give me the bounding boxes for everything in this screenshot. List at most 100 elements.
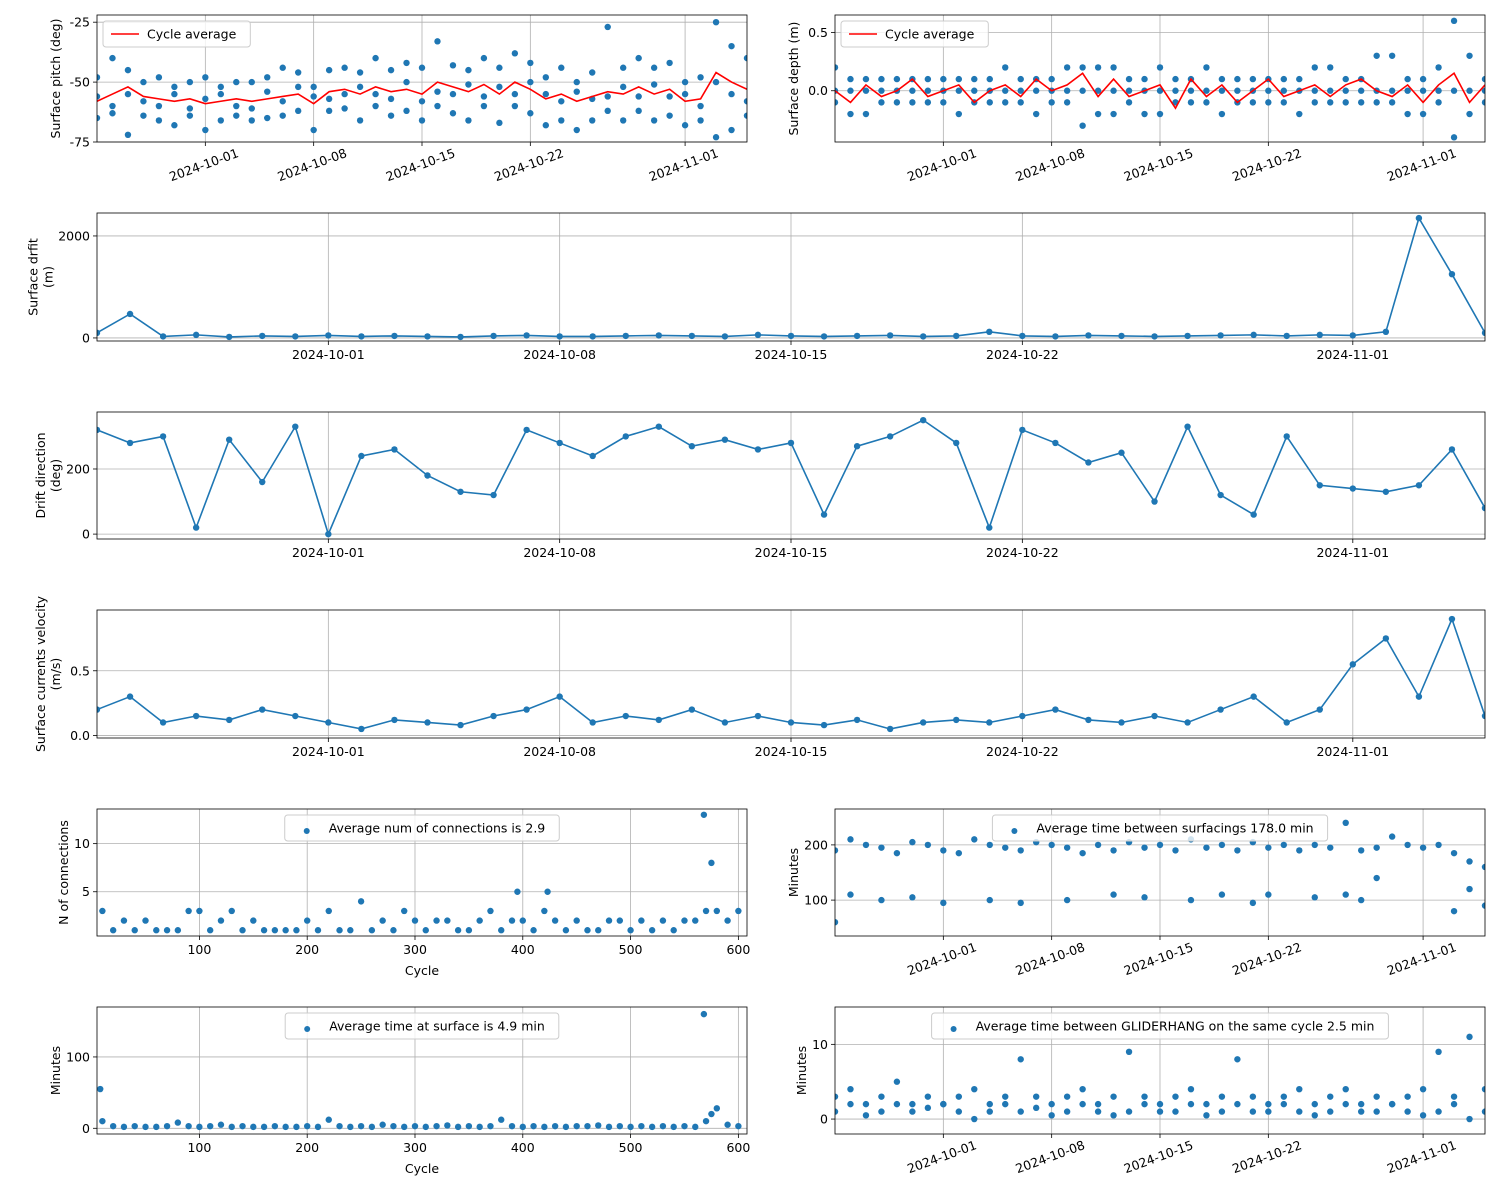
point <box>186 105 194 112</box>
x-tick-label: 300 <box>403 942 427 957</box>
point <box>893 75 901 83</box>
point <box>986 1108 993 1115</box>
point <box>1373 99 1380 106</box>
point <box>971 75 978 83</box>
point <box>1063 844 1071 851</box>
point <box>847 1085 854 1093</box>
point <box>325 95 333 103</box>
x-tick-label: 2024-10-15 <box>755 744 828 759</box>
point <box>702 1117 710 1125</box>
point <box>1466 1115 1473 1123</box>
x-tick-label: 100 <box>187 942 211 957</box>
point <box>120 1123 128 1131</box>
point <box>155 117 163 124</box>
point <box>1419 87 1427 94</box>
point <box>1217 491 1224 499</box>
point <box>1327 844 1334 851</box>
point <box>1481 75 1485 83</box>
point <box>99 1117 106 1125</box>
point <box>862 75 870 83</box>
point <box>1415 693 1423 700</box>
point <box>820 721 828 729</box>
point <box>556 333 563 340</box>
point <box>1052 706 1059 713</box>
point <box>1017 75 1024 83</box>
x-tick-label: 2024-10-22 <box>986 744 1059 759</box>
point <box>558 117 565 124</box>
point <box>573 78 580 86</box>
point <box>1327 1093 1334 1100</box>
y-axis-label: Surface depth (m) <box>786 22 801 136</box>
x-tick-label: 200 <box>295 1140 319 1155</box>
point <box>700 811 708 818</box>
point <box>391 446 398 453</box>
point <box>735 907 742 915</box>
point <box>1079 1100 1086 1108</box>
point <box>109 110 116 117</box>
point <box>835 1108 839 1115</box>
point <box>1388 1100 1396 1108</box>
point <box>862 841 870 849</box>
point <box>1203 87 1210 94</box>
point <box>573 917 580 924</box>
y-axis-label: (m) <box>41 266 56 288</box>
point <box>724 917 731 924</box>
point <box>109 102 116 110</box>
point <box>1048 1112 1055 1119</box>
point <box>250 917 257 924</box>
point <box>1265 99 1272 106</box>
point <box>325 107 333 115</box>
point <box>153 1123 160 1131</box>
axes-frame <box>96 411 1486 540</box>
point <box>1481 87 1485 94</box>
axes-frame <box>834 14 1486 143</box>
point <box>1450 1093 1458 1100</box>
point <box>648 927 656 934</box>
x-tick-label: 2024-10-08 <box>275 145 348 184</box>
point <box>1466 110 1473 118</box>
point <box>820 511 828 518</box>
x-tick-label: 500 <box>619 1140 643 1155</box>
point <box>1094 1108 1102 1115</box>
point <box>1218 87 1226 94</box>
legend-label: Average time at surface is 4.9 min <box>329 1019 545 1034</box>
point <box>279 64 286 71</box>
point <box>619 64 627 71</box>
point <box>358 452 365 460</box>
point <box>1249 1108 1257 1115</box>
point <box>174 1119 182 1126</box>
point <box>449 110 457 117</box>
point <box>1156 1108 1164 1115</box>
point <box>341 64 348 71</box>
point <box>940 847 947 854</box>
point <box>523 332 530 339</box>
point <box>527 59 534 67</box>
point <box>487 1122 494 1130</box>
point <box>260 1123 268 1131</box>
point <box>357 1122 365 1130</box>
y-axis-label: Drift direction <box>33 432 48 518</box>
point <box>185 1122 192 1130</box>
point <box>1311 894 1318 901</box>
point <box>1404 110 1411 118</box>
point <box>282 1123 289 1131</box>
point <box>886 332 894 339</box>
point <box>1172 75 1179 83</box>
point <box>728 126 735 134</box>
point <box>1388 87 1396 94</box>
x-tick-label: 2024-11-01 <box>1316 744 1389 759</box>
point <box>411 917 419 924</box>
point <box>496 119 503 127</box>
point <box>1265 891 1272 898</box>
point <box>1280 75 1288 83</box>
point <box>847 87 854 94</box>
point <box>292 333 299 340</box>
point <box>692 1123 699 1131</box>
point <box>1187 1085 1195 1093</box>
point <box>712 18 720 26</box>
point <box>787 719 795 726</box>
x-tick-label: 400 <box>511 1140 535 1155</box>
point <box>1218 891 1226 898</box>
y-tick-label: 2000 <box>58 228 90 243</box>
point <box>250 1123 257 1131</box>
